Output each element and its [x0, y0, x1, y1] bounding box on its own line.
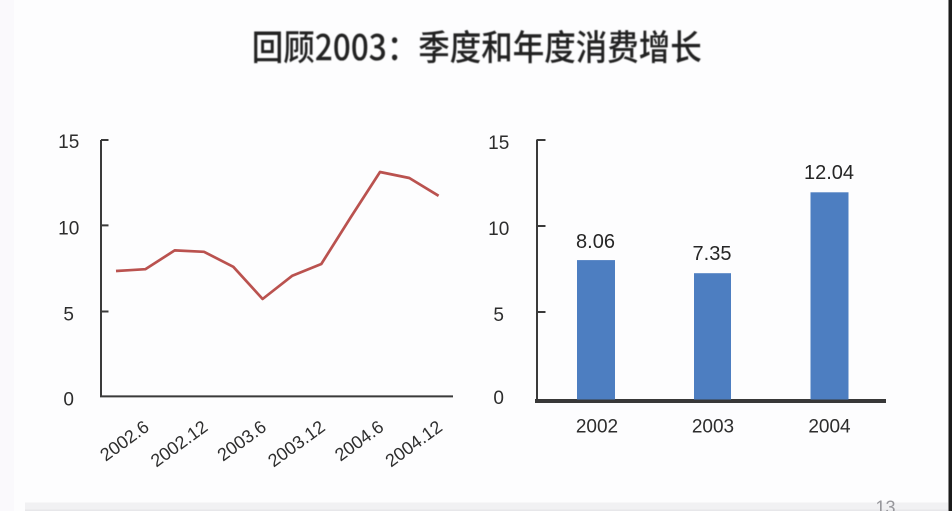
svg-text:13: 13 [875, 498, 895, 511]
svg-text:8.06: 8.06 [576, 231, 615, 253]
svg-text:5: 5 [493, 305, 504, 326]
svg-text:7.35: 7.35 [693, 243, 732, 265]
svg-text:2004: 2004 [808, 417, 851, 438]
svg-text:10: 10 [488, 219, 509, 240]
svg-text:0: 0 [493, 388, 504, 409]
svg-text:10: 10 [58, 218, 79, 239]
svg-text:0: 0 [63, 390, 74, 411]
svg-text:15: 15 [488, 133, 509, 154]
svg-text:5: 5 [63, 305, 74, 326]
svg-text:15: 15 [58, 132, 79, 153]
svg-text:12.04: 12.04 [804, 162, 854, 184]
svg-text:2002: 2002 [576, 417, 618, 438]
svg-text:2003: 2003 [692, 417, 734, 438]
